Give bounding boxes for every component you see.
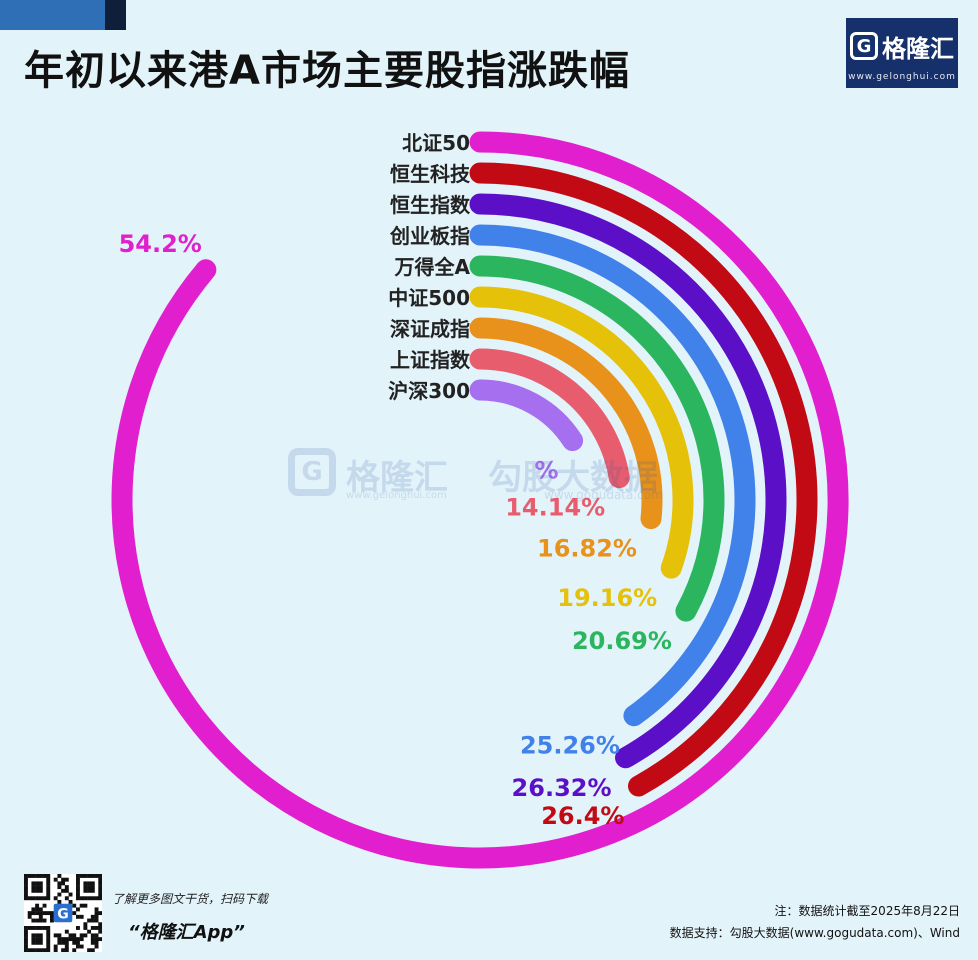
- bar-恒生指数: [469, 193, 787, 769]
- logo-url: www.gelonghui.com: [848, 72, 956, 82]
- bar-万得全A: [469, 255, 725, 622]
- bar-上证指数: [469, 348, 630, 489]
- data-date-note: 注：数据统计截至2025年8月22日: [774, 904, 960, 918]
- bar-北证50: [111, 131, 849, 869]
- bar-中证500: [469, 286, 694, 579]
- data-source: 数据支持：勾股大数据(www.gogudata.com)、Wind: [669, 926, 960, 940]
- category-label: 深证成指: [390, 317, 470, 341]
- category-label: 上证指数: [390, 348, 471, 372]
- value-label: 19.16%: [557, 584, 657, 612]
- bar-深证成指: [469, 317, 663, 530]
- g-logo-icon: G: [850, 32, 878, 60]
- svg-text:G: G: [57, 907, 69, 923]
- value-label: %: [535, 457, 559, 485]
- logo-brand-text: 格隆汇: [882, 34, 954, 63]
- value-label: 54.2%: [119, 230, 202, 258]
- value-label: 25.26%: [520, 732, 620, 760]
- bar-恒生科技: [469, 162, 818, 797]
- value-label: 16.82%: [537, 535, 637, 563]
- value-label: 26.32%: [512, 774, 612, 802]
- category-label: 创业板指: [389, 224, 470, 248]
- chart-title: 年初以来港A市场主要股指涨跌幅: [24, 48, 630, 94]
- category-label: 北证50: [402, 131, 470, 155]
- bar-沪深300: [469, 379, 584, 452]
- category-label: 恒生科技: [390, 162, 471, 186]
- value-label: 26.4%: [541, 802, 624, 830]
- bar-创业板指: [469, 224, 756, 727]
- qr-code-icon[interactable]: G: [24, 874, 102, 952]
- gelonghui-logo: G 格隆汇 www.gelonghui.com: [846, 18, 958, 88]
- top-decoration-bar-blue: [0, 0, 105, 30]
- category-label: 中证500: [388, 286, 470, 310]
- category-label: 恒生指数: [390, 193, 471, 217]
- footer-notes: 注：数据统计截至2025年8月22日 数据支持：勾股大数据(www.goguda…: [670, 900, 960, 944]
- top-decoration: [0, 0, 126, 30]
- top-decoration-bar-dark: [105, 0, 126, 30]
- app-name: “格隆汇App”: [128, 922, 245, 943]
- value-label: 20.69%: [572, 627, 672, 655]
- logo-brand: G 格隆汇: [846, 28, 958, 64]
- category-label: 沪深300: [388, 379, 470, 403]
- value-label: 14.14%: [505, 494, 605, 522]
- footer-download: G 了解更多图文干货，扫码下载 “格隆汇App”: [24, 874, 324, 954]
- download-tagline: 了解更多图文干货，扫码下载: [112, 892, 269, 906]
- category-label: 万得全A: [394, 255, 471, 279]
